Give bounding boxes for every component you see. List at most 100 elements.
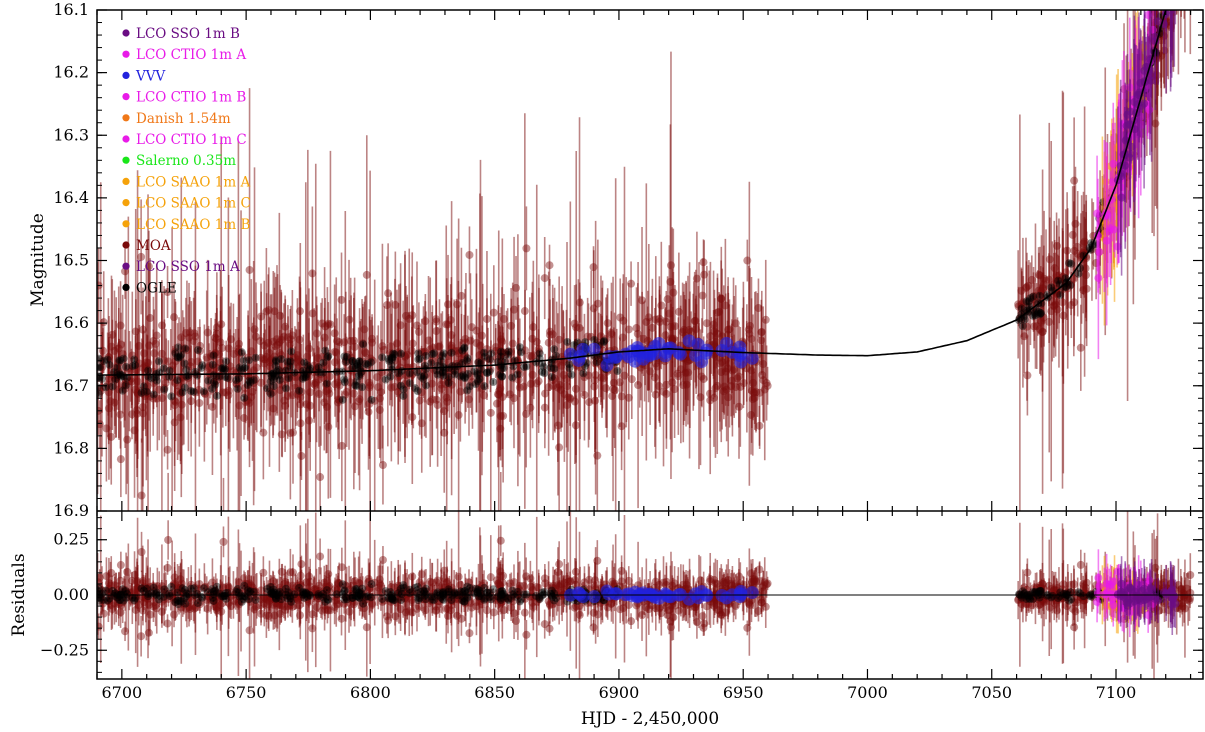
residual-point bbox=[593, 556, 602, 565]
data-point bbox=[450, 366, 459, 375]
data-point bbox=[413, 368, 422, 377]
data-point bbox=[342, 357, 351, 366]
data-point bbox=[277, 355, 286, 364]
data-point bbox=[1050, 280, 1059, 289]
data-point bbox=[1034, 270, 1043, 279]
data-point bbox=[1029, 295, 1038, 304]
data-point bbox=[283, 333, 292, 342]
data-point bbox=[340, 375, 349, 384]
data-point bbox=[335, 396, 344, 405]
data-point bbox=[684, 368, 693, 377]
residual-point bbox=[412, 604, 421, 613]
data-point bbox=[306, 364, 315, 373]
data-point bbox=[1154, 17, 1163, 26]
data-point bbox=[342, 352, 351, 361]
residual-point bbox=[444, 611, 453, 620]
data-point bbox=[186, 386, 195, 395]
data-point bbox=[359, 340, 368, 349]
residual-point bbox=[705, 577, 714, 586]
data-point bbox=[1024, 281, 1033, 290]
data-point bbox=[159, 364, 168, 373]
data-point bbox=[275, 375, 284, 384]
data-point bbox=[1047, 283, 1056, 292]
data-point bbox=[496, 347, 505, 356]
data-point bbox=[381, 375, 390, 384]
residual-point bbox=[106, 581, 115, 590]
data-point bbox=[274, 366, 283, 375]
data-point bbox=[1056, 290, 1065, 299]
data-point bbox=[263, 384, 272, 393]
data-point bbox=[1045, 317, 1054, 326]
data-point bbox=[662, 389, 671, 398]
data-point bbox=[150, 349, 159, 358]
residual-point bbox=[176, 583, 185, 592]
data-point bbox=[679, 381, 688, 390]
data-point bbox=[244, 353, 253, 362]
data-point bbox=[615, 378, 624, 387]
data-point bbox=[130, 355, 139, 364]
data-point bbox=[352, 381, 361, 390]
data-point bbox=[163, 445, 172, 454]
data-point bbox=[465, 250, 474, 259]
data-point bbox=[412, 321, 421, 330]
data-point bbox=[541, 389, 550, 398]
data-point bbox=[269, 374, 278, 383]
data-point bbox=[348, 363, 357, 372]
data-point bbox=[318, 319, 327, 328]
residual-point bbox=[465, 629, 474, 638]
data-point bbox=[636, 352, 650, 366]
data-point bbox=[240, 393, 249, 402]
data-point bbox=[757, 336, 766, 345]
data-point bbox=[517, 348, 526, 357]
data-point bbox=[437, 384, 446, 393]
data-point bbox=[351, 402, 360, 411]
data-point bbox=[319, 358, 328, 367]
data-point bbox=[477, 331, 486, 340]
data-point bbox=[432, 366, 441, 375]
data-point bbox=[421, 351, 430, 360]
data-point bbox=[613, 366, 622, 375]
data-point bbox=[355, 370, 364, 379]
data-point bbox=[492, 399, 501, 408]
data-point bbox=[413, 387, 422, 396]
residual-point bbox=[163, 619, 172, 628]
data-point bbox=[241, 363, 250, 372]
data-point bbox=[234, 374, 243, 383]
data-point bbox=[579, 369, 588, 378]
data-point bbox=[123, 435, 132, 444]
data-point bbox=[565, 364, 574, 373]
data-point bbox=[456, 387, 465, 396]
data-point bbox=[1039, 284, 1048, 293]
data-point bbox=[249, 376, 258, 385]
residual-point bbox=[409, 590, 418, 599]
data-point bbox=[132, 406, 141, 415]
data-point bbox=[471, 380, 480, 389]
data-point bbox=[1079, 251, 1088, 260]
data-point bbox=[353, 359, 362, 368]
data-point bbox=[394, 369, 403, 378]
data-point bbox=[315, 375, 324, 384]
residual-point bbox=[374, 583, 383, 592]
residual-point bbox=[281, 577, 290, 586]
data-point bbox=[295, 386, 304, 395]
residual-point bbox=[540, 620, 549, 629]
data-point bbox=[378, 342, 387, 351]
data-point bbox=[171, 349, 180, 358]
data-point bbox=[178, 388, 187, 397]
data-point bbox=[1093, 209, 1102, 218]
data-point bbox=[1022, 297, 1031, 306]
data-point bbox=[358, 383, 367, 392]
data-point bbox=[436, 357, 445, 366]
residual-point bbox=[262, 611, 271, 620]
data-point bbox=[247, 393, 256, 402]
data-point bbox=[480, 352, 489, 361]
data-point bbox=[1066, 281, 1075, 290]
residual-point bbox=[362, 623, 371, 632]
data-point bbox=[749, 378, 758, 387]
data-point bbox=[487, 349, 496, 358]
data-point bbox=[711, 384, 720, 393]
data-point bbox=[563, 337, 572, 346]
residual-point bbox=[607, 599, 616, 608]
data-point bbox=[504, 347, 513, 356]
data-point bbox=[762, 379, 771, 388]
